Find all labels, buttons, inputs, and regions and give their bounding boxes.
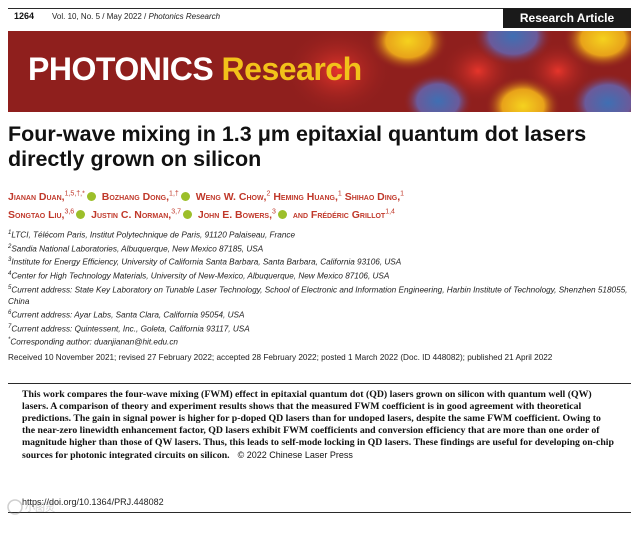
author: Weng W. Chow,2 [195, 190, 271, 203]
svg-text:小图灵: 小图灵 [25, 502, 55, 514]
abstract: This work compares the four-wave mixing … [22, 389, 614, 463]
abstract-text: This work compares the four-wave mixing … [22, 389, 614, 462]
author: Shihao Ding,1 [344, 190, 405, 203]
author: Bozhang Dong,1,† [102, 190, 193, 203]
logo-word-photonics: PHOTONICS [28, 51, 214, 87]
author: Jianan Duan,1,5,†,* [8, 190, 99, 203]
author: and Frédéric Grillot1,4 [292, 208, 395, 222]
affiliation-list: 1LTCI, Télécom Paris, Institut Polytechn… [8, 228, 630, 349]
watermark-logo-icon: 小图灵 [7, 499, 55, 515]
banner-pattern [8, 31, 631, 112]
orcid-icon[interactable] [277, 210, 287, 219]
author: Justin C. Norman,3,7 [91, 209, 195, 221]
affiliation: 2Sandia National Laboratories, Albuquerq… [8, 243, 264, 254]
orcid-icon[interactable] [182, 210, 192, 219]
affiliation: 5Current address: State Key Laboratory o… [8, 284, 628, 307]
journal-banner: PHOTONICS Research [8, 31, 631, 112]
author: John E. Bowers,3 [198, 209, 290, 221]
journal-name: Photonics Research [148, 12, 221, 21]
affiliation: 7Current address: Quintessent, Inc., Gol… [8, 323, 250, 334]
orcid-icon[interactable] [180, 191, 190, 201]
journal-logo: PHOTONICS Research [28, 51, 362, 88]
affiliation: 6Current address: Ayar Labs, Santa Clara… [8, 310, 245, 320]
author: Songtao Liu,3,6 [8, 209, 88, 221]
journal-citation: Vol. 10, No. 5 / May 2022 / Photonics Re… [52, 12, 220, 21]
journal-volume: Vol. 10, No. 5 / May 2022 / [52, 12, 149, 21]
orcid-icon[interactable] [76, 210, 86, 219]
corresponding-author[interactable]: *Corresponding author: duanjianan@hit.ed… [8, 337, 178, 348]
author-list: Jianan Duan,1,5,†,* Bozhang Dong,1,† Wen… [8, 186, 628, 223]
copyright-notice: © 2022 Chinese Laser Press [237, 450, 353, 461]
affiliation: 3Institute for Energy Efficiency, Univer… [8, 257, 402, 268]
abstract-frame [8, 383, 631, 513]
author: Heming Huang,1 [273, 190, 342, 203]
header-rule [8, 8, 631, 29]
doi-link[interactable]: https://doi.org/10.1364/PRJ.448082 [22, 497, 164, 507]
publication-dates: Received 10 November 2021; revised 27 Fe… [8, 353, 553, 362]
affiliation: 1LTCI, Télécom Paris, Institut Polytechn… [8, 230, 296, 240]
orcid-icon[interactable] [86, 191, 96, 201]
logo-word-research: Research [221, 51, 363, 87]
page-number: 1264 [14, 11, 35, 21]
affiliation: 4Center for High Technology Materials, U… [8, 270, 390, 281]
article-type-badge: Research Article [503, 8, 631, 28]
article-title: Four-wave mixing in 1.3 μm epitaxial qua… [8, 122, 587, 171]
